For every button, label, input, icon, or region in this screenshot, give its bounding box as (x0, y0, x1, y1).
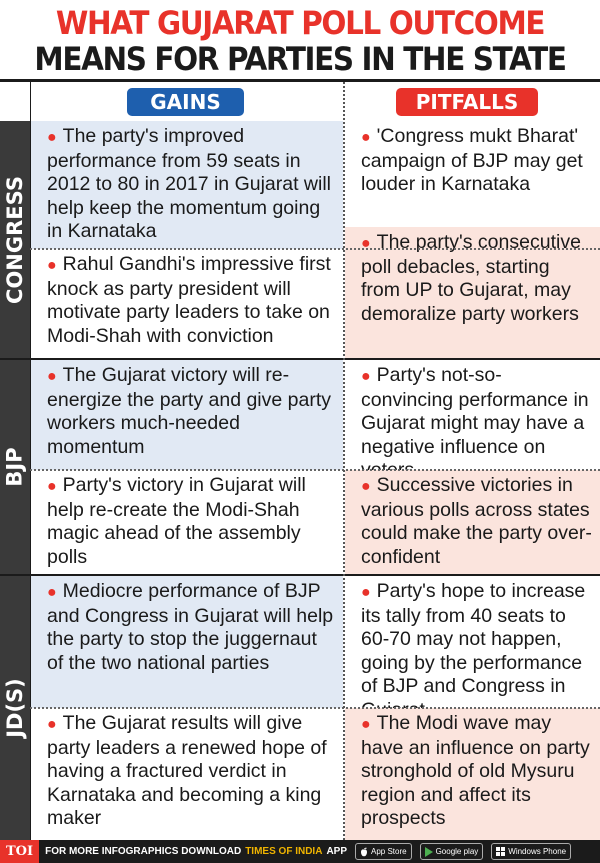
toi-logo: TOI (0, 840, 40, 863)
jds-pitfall-1: ● Party's hope to increase its tally from… (345, 576, 600, 721)
congress-pitfall-2: ● The party's consecutive poll debacles, … (345, 227, 600, 359)
bullet-icon: ● (361, 584, 371, 601)
footer-brand: TIMES OF INDIA (245, 846, 323, 857)
bullet-icon: ● (47, 584, 57, 601)
congress-pitfall-1: ● 'Congress mukt Bharat' campaign of BJP … (345, 121, 600, 227)
app-store-badge[interactable]: App Store (355, 843, 412, 860)
bullet-icon: ● (47, 368, 57, 385)
apple-icon (361, 847, 367, 856)
jds-gain-1: ● Mediocre performance of BJP and Congres… (31, 576, 343, 708)
side-bar-congress (0, 121, 30, 359)
windows-icon (496, 847, 506, 856)
side-bar-jds (0, 576, 30, 840)
bullet-icon: ● (47, 257, 57, 274)
congress-gain-1: ● The party's improved performance from 5… (31, 121, 343, 249)
footer-bar: TOI FOR MORE INFOGRAPHICS DOWNLOAD TIMES… (0, 840, 600, 863)
bullet-icon: ● (47, 716, 57, 733)
title-line-1: WHAT GUJARAT POLL OUTCOME (55, 4, 546, 42)
side-bar-bjp (0, 360, 30, 574)
bullet-icon: ● (47, 129, 57, 146)
title-line-2: MEANS FOR PARTIES IN THE STATE (34, 40, 567, 78)
play-icon (424, 846, 433, 857)
bullet-icon: ● (47, 478, 57, 495)
jds-pitfall-2: ● The Modi wave may have an influence on … (345, 708, 600, 840)
group-separator (0, 358, 600, 360)
jds-gain-2: ● The Gujarat results will give party lea… (31, 708, 343, 840)
bullet-icon: ● (361, 478, 371, 495)
group-separator (0, 574, 600, 576)
google-play-badge[interactable]: Google play (419, 843, 484, 860)
bjp-pitfall-1: ● Party's not-so-convincing performance i… (345, 360, 600, 481)
row-separator (30, 707, 600, 709)
gains-header: GAINS (127, 88, 244, 116)
bullet-icon: ● (361, 368, 371, 385)
bjp-gain-1: ● The Gujarat victory will re-energize th… (31, 360, 343, 470)
group-label-jds: JD(S) (3, 678, 28, 738)
bullet-icon: ● (361, 235, 371, 252)
row-separator (30, 469, 600, 471)
top-rule (0, 79, 600, 82)
center-dotted-divider (343, 82, 345, 840)
bjp-pitfall-2: ● Successive victories in various polls a… (345, 470, 600, 574)
left-divider (30, 82, 31, 840)
congress-gain-2: ● Rahul Gandhi's impressive first knock a… (31, 249, 343, 359)
footer-text: FOR MORE INFOGRAPHICS DOWNLOAD (45, 846, 242, 857)
bjp-gain-2: ● Party's victory in Gujarat will help re… (31, 470, 343, 574)
pitfalls-header: PITFALLS (396, 88, 538, 116)
footer-app: APP (326, 846, 347, 857)
row-separator (30, 248, 600, 250)
group-label-bjp: BJP (3, 447, 27, 487)
group-label-congress: CONGRESS (3, 176, 27, 304)
windows-phone-badge[interactable]: Windows Phone (491, 843, 572, 860)
bullet-icon: ● (361, 716, 371, 733)
bullet-icon: ● (361, 129, 371, 146)
